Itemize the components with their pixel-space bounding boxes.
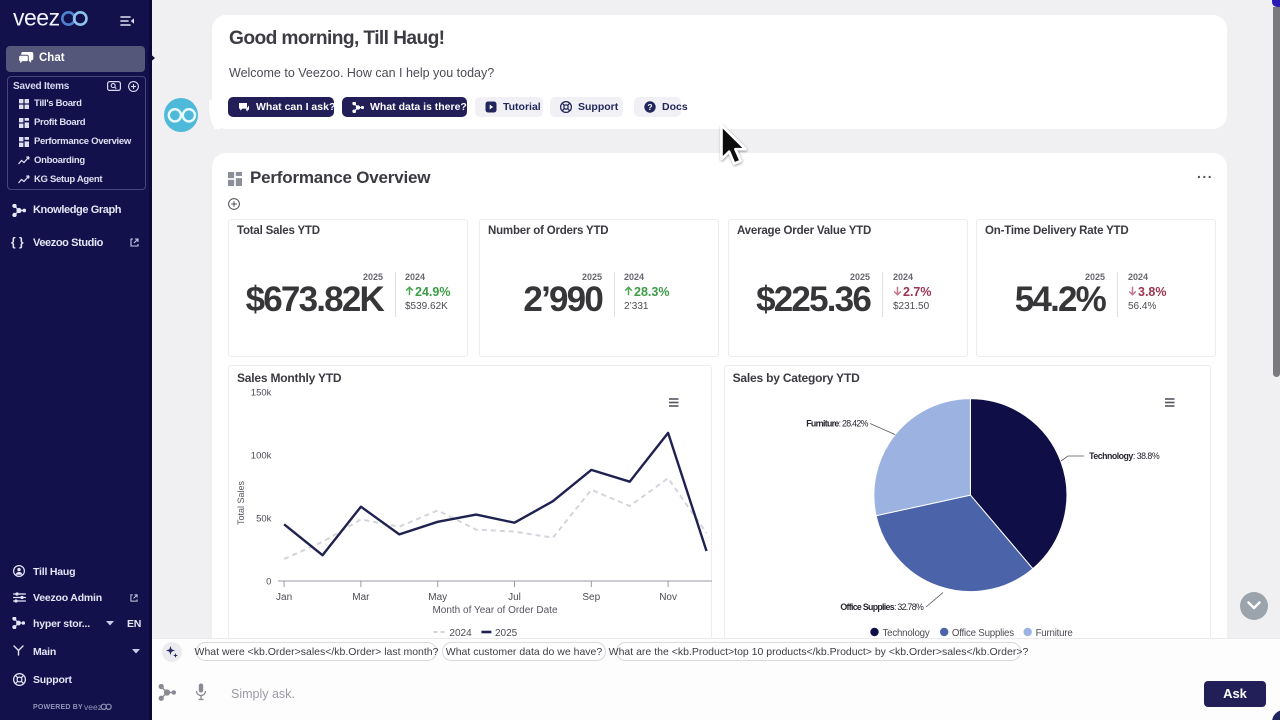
svg-text:Mar: Mar (352, 592, 370, 603)
svg-text:0: 0 (266, 577, 271, 588)
svg-text:Office Supplies: 32.78%: Office Supplies: 32.78% (840, 602, 924, 612)
svg-text:Nov: Nov (659, 592, 677, 603)
svg-text:?: ? (647, 102, 652, 112)
svg-text:Furniture: Furniture (1035, 628, 1072, 639)
svg-text:50k: 50k (256, 514, 272, 525)
svg-text:2025: 2025 (495, 628, 518, 639)
svg-text:Jan: Jan (276, 592, 292, 603)
svg-text:Sep: Sep (582, 592, 600, 603)
svg-text:Technology: 38.8%: Technology: 38.8% (1089, 451, 1160, 461)
svg-text:Furniture: 28.42%: Furniture: 28.42% (806, 419, 868, 429)
svg-text:Month of Year of Order Date: Month of Year of Order Date (432, 605, 558, 616)
svg-text:veez: veez (84, 702, 102, 712)
svg-text:May: May (428, 592, 447, 603)
svg-text:Jul: Jul (508, 592, 521, 603)
svg-text:100k: 100k (251, 451, 272, 462)
svg-text:Technology: Technology (882, 628, 929, 639)
svg-text:veez: veez (13, 6, 60, 31)
svg-text:Total Sales: Total Sales (236, 480, 246, 525)
svg-text:2024: 2024 (449, 628, 472, 639)
svg-text:Office Supplies: Office Supplies (951, 628, 1013, 639)
svg-text:150k: 150k (251, 388, 272, 399)
